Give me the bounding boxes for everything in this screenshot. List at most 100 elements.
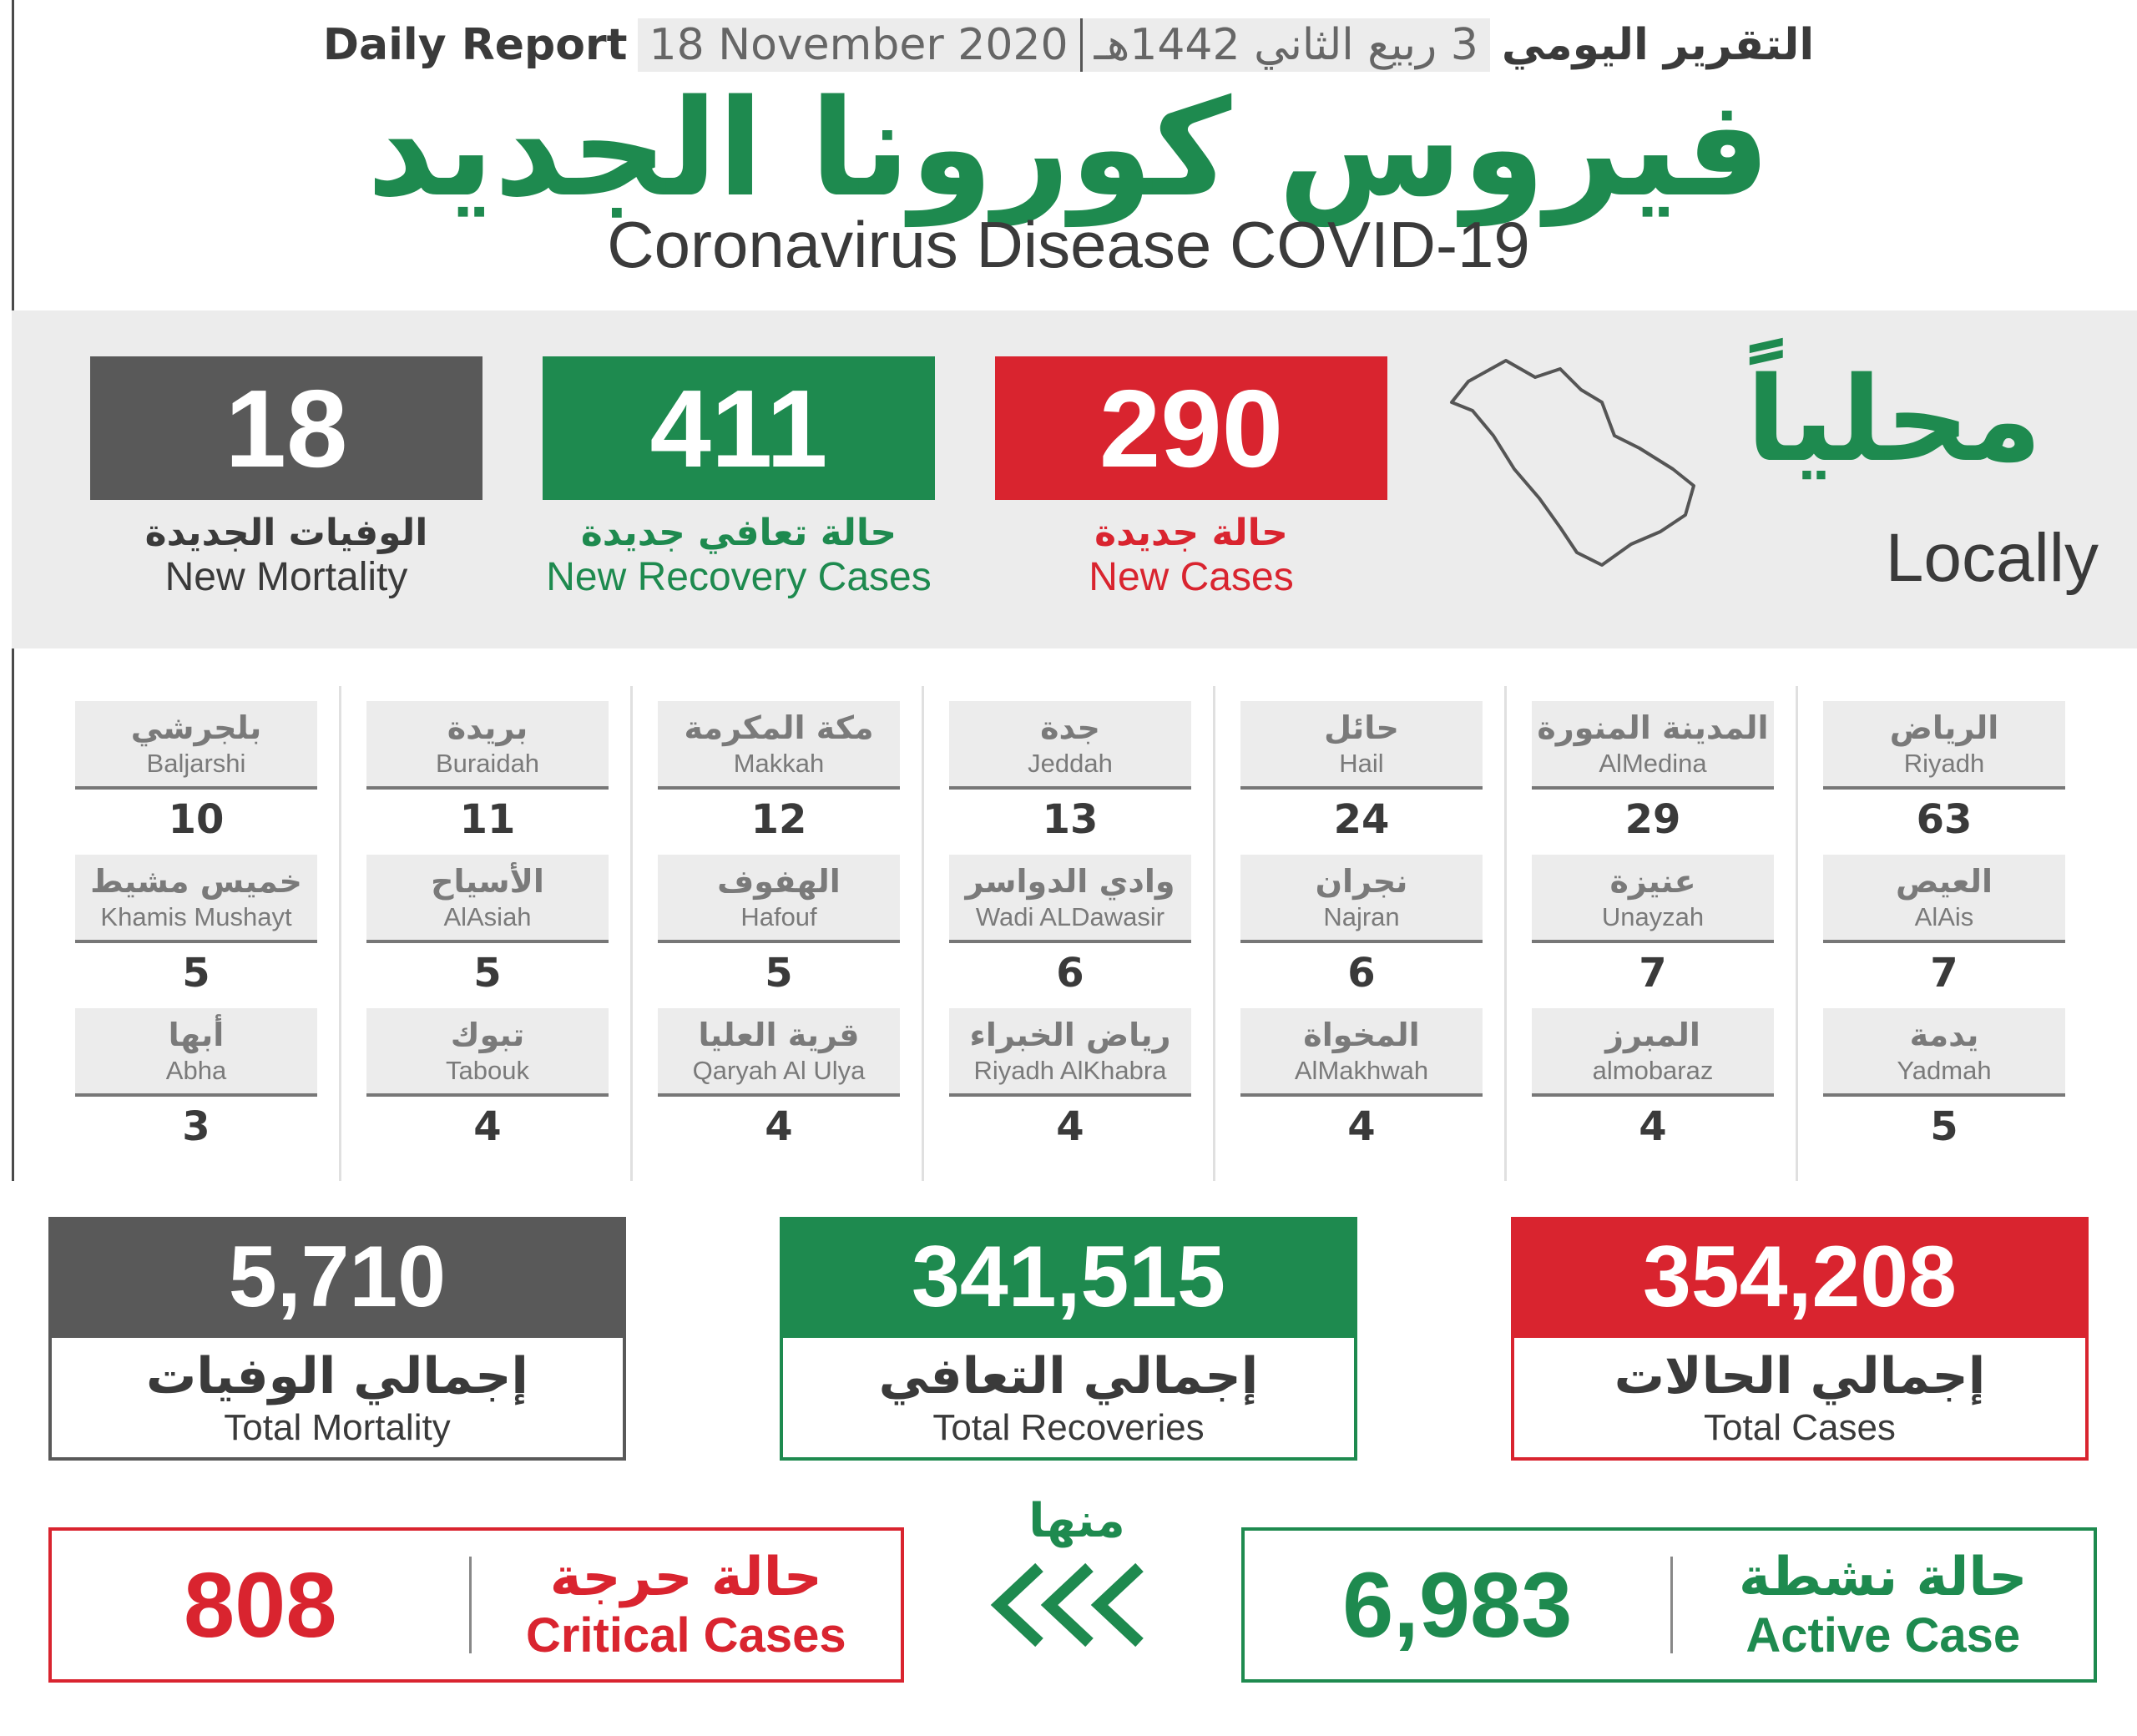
new-cases-label-en: New Cases <box>1089 554 1294 599</box>
city-count: 5 <box>1930 1103 1958 1150</box>
city-name-box: المدينة المنورة AlMedina <box>1532 701 1774 790</box>
cities-column: جدة Jeddah 13 وادي الدواسر Wadi ALDawasir … <box>922 686 1213 1181</box>
cities-column: الرياض Riyadh 63 العيص AlAis 7 يدمة Yadmah … <box>1796 686 2087 1181</box>
city-name-ar: جدة <box>1040 709 1100 746</box>
city-count: 24 <box>1333 796 1390 843</box>
city-name-ar: أبها <box>168 1017 225 1053</box>
city-name-en: Riyadh <box>1903 748 1985 778</box>
city-name-en: Hafouf <box>740 901 817 931</box>
city-cell: مكة المكرمة Makkah 12 <box>658 701 900 843</box>
city-name-box: العيص AlAis <box>1823 855 2065 943</box>
page-title-en: Coronavirus Disease COVID-19 <box>607 208 1530 281</box>
city-cell: المبرز almobaraz 4 <box>1532 1008 1774 1150</box>
city-name-ar: مكة المكرمة <box>684 709 874 746</box>
locally-panel: 18 الوفيات الجديدة New Mortality 411 حال… <box>12 310 2137 648</box>
active-cases-label-en: Active Case <box>1745 1607 2021 1663</box>
new-mortality-stat: 18 الوفيات الجديدة New Mortality <box>90 356 482 600</box>
critical-cases-card: 808 حالة حرجة Critical Cases <box>48 1527 904 1683</box>
page-title-ar: فيروس كورونا الجديد <box>366 70 1771 226</box>
city-name-box: المبرز almobaraz <box>1532 1008 1774 1097</box>
city-name-box: الأسياح AlAsiah <box>366 855 609 943</box>
city-name-ar: تبوك <box>450 1017 525 1053</box>
total-recoveries-value: 341,515 <box>780 1217 1357 1338</box>
city-name-ar: نجران <box>1315 863 1408 900</box>
hijri-date: 3 ربيع الثاني 1442هـ <box>1079 18 1490 72</box>
city-name-en: almobaraz <box>1592 1055 1714 1085</box>
city-name-box: عنيزة Unayzah <box>1532 855 1774 943</box>
city-cell: الهفوف Hafouf 5 <box>658 855 900 997</box>
city-count: 11 <box>459 796 516 843</box>
cities-column: مكة المكرمة Makkah 12 الهفوف Hafouf 5 قرية… <box>630 686 922 1181</box>
city-count: 6 <box>1056 950 1084 997</box>
city-cell: المدينة المنورة AlMedina 29 <box>1532 701 1774 843</box>
city-name-en: Tabouk <box>446 1055 529 1085</box>
city-name-box: المخواة AlMakhwah <box>1240 1008 1483 1097</box>
city-count: 7 <box>1639 950 1667 997</box>
total-cases-card: 354,208 إجمالي الحالات Total Cases <box>1511 1217 2089 1461</box>
total-cases-label-ar: إجمالي الحالات <box>1614 1347 1986 1405</box>
city-count: 63 <box>1916 796 1973 843</box>
city-name-box: نجران Najran <box>1240 855 1483 943</box>
city-count: 10 <box>168 796 225 843</box>
city-count: 5 <box>473 950 502 997</box>
city-cell: قرية العليا Qaryah Al Ulya 4 <box>658 1008 900 1150</box>
city-name-en: Riyadh AlKhabra <box>973 1055 1167 1085</box>
city-cell: وادي الدواسر Wadi ALDawasir 6 <box>949 855 1191 997</box>
critical-cases-label: حالة حرجة Critical Cases <box>472 1547 902 1662</box>
city-name-ar: قرية العليا <box>698 1017 860 1053</box>
city-name-en: AlMedina <box>1599 748 1707 778</box>
city-name-ar: الرياض <box>1889 709 1999 746</box>
saudi-arabia-outline-icon <box>1450 359 1695 567</box>
active-cases-value: 6,983 <box>1342 1553 1573 1657</box>
cities-grid: بلجرشي Baljarshi 10 خميس مشيط Khamis Musha… <box>50 686 2087 1181</box>
new-mortality-label-ar: الوفيات الجديدة <box>144 512 428 554</box>
city-count: 4 <box>765 1103 793 1150</box>
active-cases-label: حالة نشطة Active Case <box>1673 1547 2094 1662</box>
new-mortality-label-en: New Mortality <box>164 554 408 599</box>
city-name-en: Wadi ALDawasir <box>975 901 1165 931</box>
city-count: 5 <box>765 950 793 997</box>
critical-cases-label-en: Critical Cases <box>525 1607 846 1663</box>
city-name-en: Najran <box>1323 901 1400 931</box>
total-mortality-label-en: Total Mortality <box>224 1407 451 1448</box>
daily-report-label-ar: التقرير اليومي <box>1501 20 1815 70</box>
city-name-ar: المدينة المنورة <box>1537 709 1769 746</box>
cities-column: بريدة Buraidah 11 الأسياح AlAsiah 5 تبوك Ta… <box>339 686 630 1181</box>
city-name-ar: الهفوف <box>717 863 841 900</box>
new-recoveries-label-en: New Recovery Cases <box>546 554 932 599</box>
city-name-ar: عنيزة <box>1609 863 1696 900</box>
city-name-ar: وادي الدواسر <box>965 863 1175 900</box>
city-name-en: AlAis <box>1914 901 1974 931</box>
locally-title-ar: محلياً <box>1745 352 2043 488</box>
city-name-ar: رياض الخبراء <box>969 1017 1171 1053</box>
city-name-box: مكة المكرمة Makkah <box>658 701 900 790</box>
critical-cases-label-ar: حالة حرجة <box>549 1547 822 1609</box>
new-cases-value: 290 <box>995 356 1387 500</box>
city-name-en: Abha <box>165 1055 227 1085</box>
city-name-ar: يدمة <box>1909 1017 1979 1053</box>
city-cell: خميس مشيط Khamis Mushayt 5 <box>75 855 317 997</box>
city-name-en: Qaryah Al Ulya <box>692 1055 866 1085</box>
city-cell: جدة Jeddah 13 <box>949 701 1191 843</box>
city-name-box: قرية العليا Qaryah Al Ulya <box>658 1008 900 1097</box>
new-mortality-value: 18 <box>90 356 482 500</box>
city-name-box: أبها Abha <box>75 1008 317 1097</box>
city-name-box: وادي الدواسر Wadi ALDawasir <box>949 855 1191 943</box>
city-count: 29 <box>1624 796 1681 843</box>
city-name-en: Baljarshi <box>146 748 246 778</box>
total-mortality-card: 5,710 إجمالي الوفيات Total Mortality <box>48 1217 626 1461</box>
city-cell: عنيزة Unayzah 7 <box>1532 855 1774 997</box>
new-recoveries-stat: 411 حالة تعافي جديدة New Recovery Cases <box>543 356 935 600</box>
city-name-box: جدة Jeddah <box>949 701 1191 790</box>
report-header: Daily Report 18 November 2020 3 ربيع الث… <box>0 18 2137 72</box>
city-name-en: Buraidah <box>435 748 540 778</box>
city-name-box: حائل Hail <box>1240 701 1483 790</box>
city-cell: يدمة Yadmah 5 <box>1823 1008 2065 1150</box>
city-count: 4 <box>1639 1103 1667 1150</box>
total-cases-value: 354,208 <box>1511 1217 2089 1338</box>
city-name-ar: بريدة <box>447 709 528 746</box>
city-count: 4 <box>1056 1103 1084 1150</box>
city-name-ar: حائل <box>1324 709 1399 746</box>
city-name-box: الهفوف Hafouf <box>658 855 900 943</box>
city-count: 13 <box>1042 796 1099 843</box>
